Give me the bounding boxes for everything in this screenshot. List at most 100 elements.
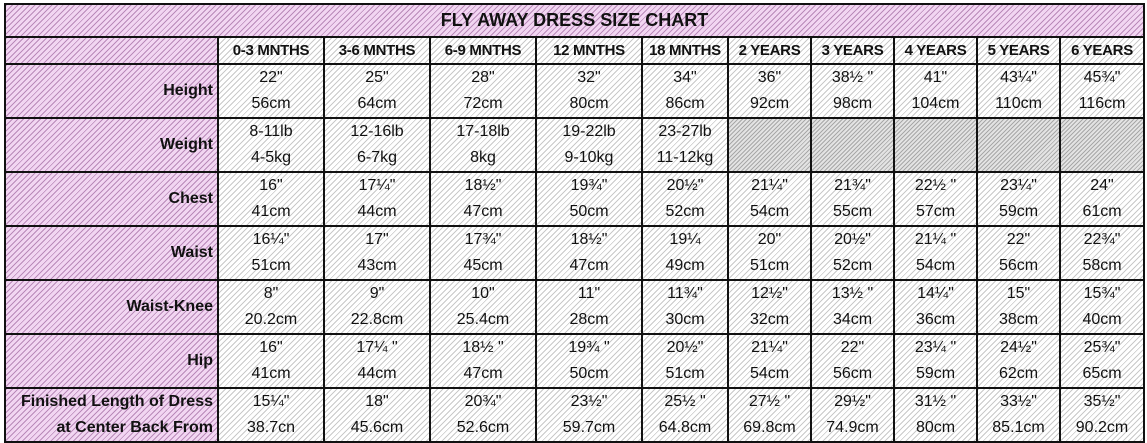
metric-value: 116cm: [1078, 95, 1126, 112]
imperial-value: 29½": [834, 393, 871, 410]
metric-value: 44cm: [357, 365, 397, 382]
metric-value: 6-7kg: [356, 149, 398, 166]
metric-value: 32cm: [749, 311, 790, 328]
imperial-value: 23¼": [1000, 177, 1037, 194]
size-value-cell: 17-18lb 8kg: [429, 117, 537, 173]
size-value-cell: 20" 51cm: [727, 225, 812, 281]
size-value-cell: 21¼ " 54cm: [893, 225, 978, 281]
metric-value: 38cm: [998, 311, 1039, 328]
size-value-cell: 28" 72cm: [429, 63, 537, 119]
size-value-cell: 21¼" 54cm: [727, 171, 812, 227]
imperial-value: 17": [365, 231, 389, 248]
size-chart-table: FLY AWAY DRESS SIZE CHART 0-3 MNTHS 3-6 M…: [4, 3, 1145, 443]
imperial-value: 20½": [666, 177, 704, 194]
imperial-value: 16¼": [252, 231, 290, 248]
metric-value: 51cm: [749, 257, 790, 274]
metric-value: 9-10kg: [564, 149, 614, 166]
size-value-cell: 19¾ " 50cm: [535, 333, 643, 389]
imperial-value: 31½ ": [914, 393, 957, 410]
imperial-value: 23¼ ": [914, 339, 957, 356]
size-value-cell: 24" 61cm: [1059, 171, 1145, 227]
imperial-value: 13½ ": [831, 285, 874, 302]
metric-value: 54cm: [749, 203, 790, 220]
metric-value: 50cm: [569, 365, 609, 382]
imperial-value: 35½": [1083, 393, 1121, 410]
imperial-value: 11": [577, 285, 601, 302]
imperial-value: 22½ ": [914, 177, 957, 194]
size-value-cell: 20¾" 52.6cm: [429, 387, 537, 443]
size-value-cell: 25½ " 64.8cm: [641, 387, 729, 443]
row-label-line: Height: [163, 82, 213, 99]
imperial-value: 8": [263, 285, 279, 302]
size-value-cell: 36" 92cm: [727, 63, 812, 119]
metric-value: 62cm: [998, 365, 1039, 382]
size-value-cell: 19¾" 50cm: [535, 171, 643, 227]
metric-value: 40cm: [1082, 311, 1122, 328]
metric-value: 98cm: [832, 95, 873, 112]
size-value-cell: 45¾" 116cm: [1059, 63, 1145, 119]
imperial-value: 36": [757, 69, 782, 86]
metric-value: 80cm: [569, 95, 609, 112]
size-value-cell: 12½" 32cm: [727, 279, 812, 335]
metric-value: 56cm: [832, 365, 873, 382]
row-label: Weight: [4, 117, 219, 173]
size-value-cell: 22½ " 57cm: [893, 171, 978, 227]
empty-cell: [810, 117, 895, 173]
row-label-line: Hip: [187, 352, 213, 369]
size-value-cell: 23¼ " 59cm: [893, 333, 978, 389]
metric-value: 47cm: [463, 203, 503, 220]
imperial-value: 24": [1090, 177, 1114, 194]
imperial-value: 20½": [834, 231, 871, 248]
imperial-value: 15": [1006, 285, 1031, 302]
metric-value: 52cm: [665, 203, 705, 220]
imperial-value: 21¾": [834, 177, 871, 194]
imperial-value: 20½": [666, 339, 704, 356]
metric-value: 47cm: [463, 365, 503, 382]
imperial-value: 19-22lb: [562, 123, 616, 140]
size-value-cell: 13½ " 34cm: [810, 279, 895, 335]
metric-value: 47cm: [569, 257, 609, 274]
metric-value: 92cm: [749, 95, 790, 112]
metric-value: 41cm: [251, 203, 291, 220]
row-label-line: Finished Length of Dress: [20, 393, 213, 410]
metric-value: 61cm: [1082, 203, 1122, 220]
size-value-cell: 23-27lb 11-12kg: [641, 117, 729, 173]
imperial-value: 38½ ": [831, 69, 874, 86]
row-label-line: Waist-Knee: [126, 298, 213, 315]
size-value-cell: 25¾" 65cm: [1059, 333, 1145, 389]
column-header: 0-3 MNTHS: [217, 36, 325, 65]
metric-value: 45cm: [463, 257, 503, 274]
metric-value: 51cm: [251, 257, 291, 274]
size-value-cell: 12-16lb 6-7kg: [323, 117, 431, 173]
size-value-cell: 43¼" 110cm: [976, 63, 1061, 119]
size-value-cell: 22" 56cm: [810, 333, 895, 389]
imperial-value: 18": [365, 393, 389, 410]
size-value-cell: 19-22lb 9-10kg: [535, 117, 643, 173]
imperial-value: 21¼ ": [914, 231, 957, 248]
imperial-value: 18½": [464, 177, 502, 194]
size-value-cell: 16" 41cm: [217, 171, 325, 227]
column-header: 6 YEARS: [1059, 36, 1145, 65]
size-value-cell: 15" 38cm: [976, 279, 1061, 335]
row-label: Hip: [4, 333, 219, 389]
metric-value: 85.1cm: [992, 419, 1045, 436]
size-value-cell: 8-11lb 4-5kg: [217, 117, 325, 173]
imperial-value: 20¾": [464, 393, 502, 410]
chart-title: FLY AWAY DRESS SIZE CHART: [4, 3, 1145, 38]
size-value-cell: 32" 80cm: [535, 63, 643, 119]
row-label: Waist: [4, 225, 219, 281]
metric-value: 54cm: [749, 365, 790, 382]
metric-value: 28cm: [569, 311, 609, 328]
size-value-cell: 41" 104cm: [893, 63, 978, 119]
metric-value: 20.2cm: [244, 311, 298, 328]
size-value-cell: 29½" 74.9cm: [810, 387, 895, 443]
row-label: Chest: [4, 171, 219, 227]
imperial-value: 17¼": [358, 177, 396, 194]
column-header: 3 YEARS: [810, 36, 895, 65]
metric-value: 104cm: [911, 95, 960, 112]
size-value-cell: 19¼ 49cm: [641, 225, 729, 281]
metric-value: 74.9cm: [826, 419, 879, 436]
size-value-cell: 23¼" 59cm: [976, 171, 1061, 227]
metric-value: 45.6cm: [350, 419, 404, 436]
imperial-value: 18½": [570, 231, 608, 248]
